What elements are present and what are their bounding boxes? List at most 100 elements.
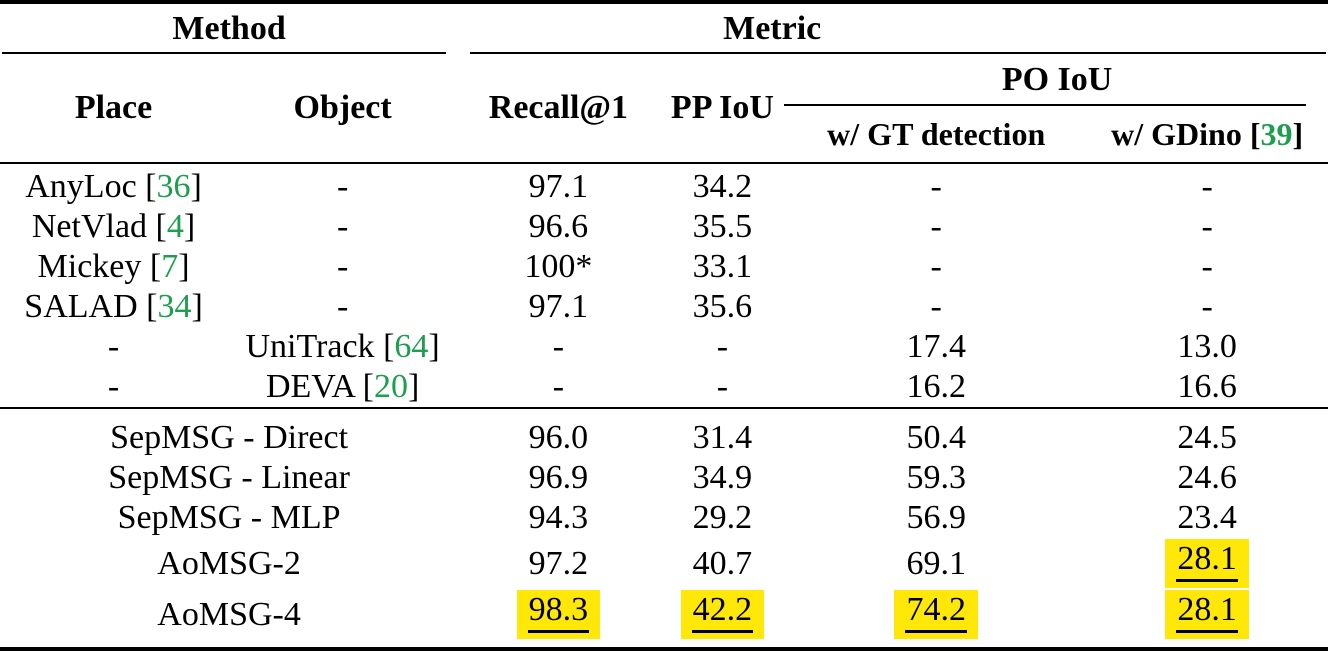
value-cell: - <box>716 328 729 365</box>
place-cell: AnyLoc [36] <box>0 162 228 207</box>
highlighted-value: 42.2 <box>691 591 754 634</box>
highlight-box: 28.1 <box>1165 538 1249 589</box>
value-cell: 96.6 <box>528 208 589 245</box>
recall-column-header: Recall@1 <box>488 89 629 126</box>
value-cell: 40.7 <box>692 544 753 582</box>
gt-detection-column-header: w/ GT detection <box>827 115 1046 152</box>
value-cell: 16.6 <box>1177 368 1237 405</box>
value-cell: 42.2 <box>659 589 786 649</box>
method-cell: AoMSG-4 <box>157 595 301 633</box>
table-row: SALAD [34] - 97.1 35.6 - - <box>0 287 1328 327</box>
highlight-box: 98.3 <box>516 589 601 640</box>
value-cell: 33.1 <box>692 248 753 285</box>
group-header-row: Method Metric <box>0 2 1328 54</box>
value-cell: 94.3 <box>528 499 589 536</box>
value-cell: 50.4 <box>786 407 1087 458</box>
value-cell: 28.1 <box>1086 589 1328 649</box>
value-cell: 97.2 <box>528 544 589 582</box>
value-cell: - <box>1201 248 1213 285</box>
value-cell: 96.0 <box>458 407 659 458</box>
value-cell: - <box>1201 288 1213 325</box>
citation-number: 20 <box>373 368 408 405</box>
value-cell: 24.6 <box>1177 459 1237 496</box>
object-cell: - <box>336 288 349 325</box>
value-cell: 34.9 <box>692 459 753 496</box>
value-cell: 17.4 <box>906 328 966 365</box>
table-header: Method Metric Place Object Recall@1 PP I… <box>0 2 1328 163</box>
value-cell: - <box>716 368 729 405</box>
value-cell: 74.2 <box>786 589 1086 649</box>
citation-number: 4 <box>166 208 184 245</box>
object-column-header: Object <box>293 89 392 126</box>
gdino-column-header: w/ GDino [39] <box>1086 106 1328 163</box>
object-cell: - <box>336 248 349 285</box>
place-cell: NetVlad [4] <box>31 208 196 245</box>
place-column-header: Place <box>74 89 153 126</box>
highlighted-value: 74.2 <box>905 591 967 634</box>
cite-close-bracket: ] <box>1292 115 1304 152</box>
table-row: - DEVA [20] - - 16.2 16.6 <box>0 367 1328 408</box>
highlight-box: 74.2 <box>894 589 978 640</box>
value-cell: - <box>930 208 942 245</box>
value-cell: 16.2 <box>906 368 966 405</box>
value-cell: - <box>1086 162 1328 207</box>
cite-open-bracket: [ <box>1241 115 1261 152</box>
value-cell: 28.1 <box>1086 538 1328 589</box>
metric-group-header-tail <box>1086 2 1328 54</box>
table-row: SepMSG - MLP 94.3 29.2 56.9 23.4 <box>0 498 1328 538</box>
table-row: AoMSG-4 98.3 42.2 74.2 28.1 <box>0 589 1328 649</box>
proposed-methods-section: SepMSG - Direct 96.0 31.4 50.4 24.5 SepMSG - … <box>0 407 1328 649</box>
table-row: Mickey [7] - 100* 33.1 - - <box>0 247 1328 287</box>
value-cell: - <box>930 248 942 285</box>
place-cell: Mickey [7] <box>37 248 190 285</box>
method-cell: SepMSG - Direct <box>0 407 459 458</box>
table-row: AoMSG-2 97.2 40.7 69.1 28.1 <box>0 538 1328 589</box>
sub-header-row: w/ GT detection w/ GDino [39] <box>0 106 1328 163</box>
baseline-methods-section: AnyLoc [36] -97.1 34.2- - NetVlad [4] -96.6 35… <box>0 162 1328 408</box>
place-cell: - <box>107 368 120 405</box>
metric-group-header: Metric <box>458 2 1087 54</box>
value-cell: 29.2 <box>692 499 753 536</box>
value-cell: 34.2 <box>658 162 787 207</box>
citation-number: 64 <box>394 328 429 365</box>
value-cell: 97.1 <box>528 288 589 325</box>
object-cell: UniTrack [64] <box>245 328 440 365</box>
object-cell: DEVA [20] <box>265 368 420 405</box>
citation-number: 34 <box>157 288 192 325</box>
value-cell: 35.5 <box>692 208 753 245</box>
value-cell: 100* <box>524 248 593 285</box>
highlighted-value: 28.1 <box>1176 540 1238 583</box>
place-cell: SALAD [34] <box>24 288 203 325</box>
method-cell: SepMSG - MLP <box>117 499 341 536</box>
place-cell: - <box>107 328 120 365</box>
table-row: AnyLoc [36] -97.1 34.2- - <box>0 162 1328 207</box>
method-cell: SepMSG - Linear <box>108 459 350 496</box>
gdino-header-text: w/ GDino <box>1111 115 1242 152</box>
table-row: NetVlad [4] - 96.6 35.5 - - <box>0 207 1328 247</box>
value-cell: 23.4 <box>1177 499 1237 536</box>
value-cell: - <box>930 288 942 325</box>
value-cell: - <box>552 368 565 405</box>
value-cell: - <box>786 162 1087 207</box>
method-cell: AoMSG-2 <box>157 544 301 582</box>
po-iou-group-header: PO IoU <box>784 54 1328 106</box>
value-cell: 96.9 <box>528 459 589 496</box>
table-row: SepMSG - Linear 96.9 34.9 59.3 24.6 <box>0 458 1328 498</box>
object-cell: - <box>336 208 349 245</box>
table-row: - UniTrack [64] - - 17.4 13.0 <box>0 327 1328 367</box>
value-cell: 97.1 <box>458 162 659 207</box>
object-cell: - <box>227 162 459 207</box>
highlighted-value: 28.1 <box>1176 591 1238 634</box>
value-cell: 13.0 <box>1177 328 1237 365</box>
value-cell: 31.4 <box>658 407 787 458</box>
value-cell: 24.5 <box>1086 407 1328 458</box>
value-cell: 98.3 <box>458 589 659 649</box>
citation-number: 36 <box>156 168 191 205</box>
citation-number: 7 <box>161 248 179 285</box>
value-cell: - <box>1201 208 1213 245</box>
table-row: SepMSG - Direct 96.0 31.4 50.4 24.5 <box>0 407 1328 458</box>
value-cell: 69.1 <box>906 544 966 582</box>
value-cell: - <box>552 328 565 365</box>
citation-number: 39 <box>1260 115 1293 152</box>
